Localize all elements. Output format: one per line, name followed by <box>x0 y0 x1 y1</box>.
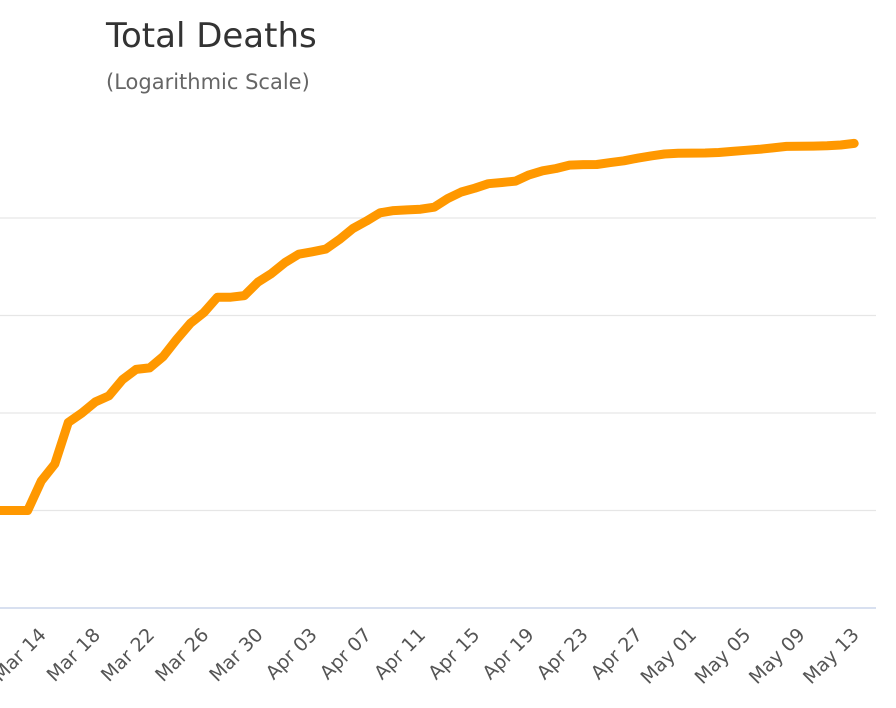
x-tick-label: Apr 03 <box>262 624 322 684</box>
x-tick-label: Mar 18 <box>43 624 105 686</box>
x-tick-label: May 01 <box>636 624 701 689</box>
x-tick-label: May 13 <box>799 624 864 689</box>
x-tick-label: Mar 26 <box>151 624 213 686</box>
chart-title: Total Deaths <box>106 16 317 56</box>
x-tick-label: Mar 30 <box>205 624 267 686</box>
chart-subtitle: (Logarithmic Scale) <box>106 70 310 94</box>
x-tick-label: Mar 14 <box>0 624 51 686</box>
x-tick-label: Mar 22 <box>97 624 159 686</box>
series-line-0 <box>0 138 859 515</box>
x-tick-label: Apr 07 <box>316 624 376 684</box>
x-tick-label: Apr 23 <box>533 624 593 684</box>
series-lines <box>0 138 859 515</box>
x-tick-label: May 05 <box>691 624 756 689</box>
x-tick-label: Apr 15 <box>424 624 484 684</box>
x-tick-label: May 09 <box>745 624 810 689</box>
x-tick-label: Apr 11 <box>370 624 430 684</box>
x-tick-label: Apr 19 <box>478 624 538 684</box>
gridlines <box>0 217 876 609</box>
